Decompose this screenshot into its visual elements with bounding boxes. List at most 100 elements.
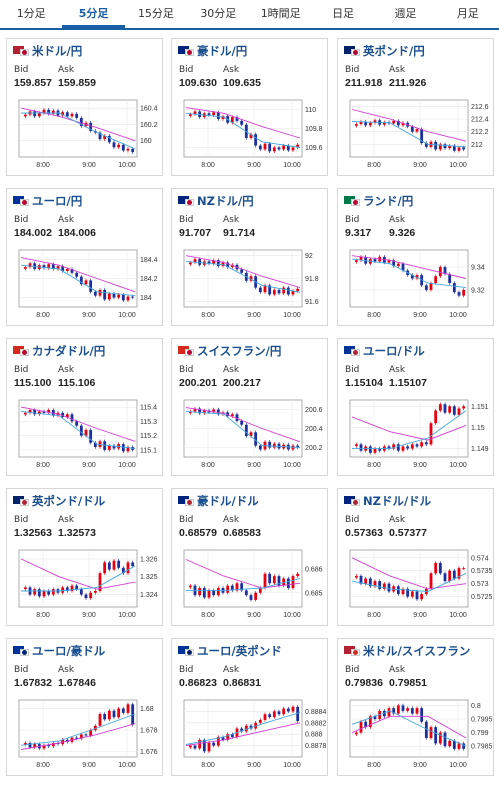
currency-pair-link[interactable]: ランド/円 <box>363 194 414 208</box>
y-tick-label: 0.686 <box>305 567 323 574</box>
rate-card[interactable]: NZドル/円 Bid Ask 91.707 91.714 92 91.8 91.6 8:00 9:… <box>171 188 328 326</box>
ask-value: 91.714 <box>223 227 256 239</box>
currency-pair-link[interactable]: ユーロ/豪ドル <box>32 644 106 658</box>
rate-card[interactable]: スイスフラン/円 Bid Ask 200.201 200.217 200.6 200.4 20… <box>171 338 328 476</box>
rate-card[interactable]: 豪ドル/円 Bid Ask 109.630 109.635 110 109.8 109.6 8:… <box>171 38 328 176</box>
candle-body <box>396 444 400 451</box>
ask-label: Ask <box>389 665 406 675</box>
candle-body <box>226 262 230 268</box>
rate-card[interactable]: 英ポンド/円 Bid Ask 211.918 211.926 212.6 212.4 212.… <box>337 38 494 176</box>
y-tick-label: 0.5725 <box>471 594 493 601</box>
y-tick-label: 184.2 <box>140 276 158 283</box>
candle-body <box>79 276 83 285</box>
candle-body <box>33 589 37 595</box>
currency-pair-link[interactable]: カナダドル/円 <box>32 344 106 358</box>
x-tick-label: 9:00 <box>247 312 261 319</box>
candle-body <box>226 412 230 417</box>
candlestick-chart: 1.151 1.15 1.149 8:00 9:00 10:00 <box>349 399 489 469</box>
tab-timeframe-1[interactable]: 5分足 <box>62 0 125 28</box>
rate-card[interactable]: ユーロ/英ポンド Bid Ask 0.86823 0.86831 0.8884 0.8882… <box>171 638 328 776</box>
currency-pair-link[interactable]: 英ポンド/ドル <box>32 494 106 508</box>
candle-body <box>452 145 456 151</box>
candle-body <box>70 269 74 273</box>
currency-pair-link[interactable]: 米ドル/円 <box>32 44 83 58</box>
candle-body <box>272 147 276 152</box>
candle-body <box>107 135 111 143</box>
rate-card[interactable]: 豪ドル/ドル Bid Ask 0.68579 0.68583 0.686 0.685 8:00… <box>171 488 328 626</box>
currency-flags-icon <box>344 496 360 506</box>
rate-card[interactable]: 米ドル/円 Bid Ask 159.857 159.859 160.4 160.2 160 8:… <box>6 38 163 176</box>
currency-pair-link[interactable]: 豪ドル/円 <box>197 44 248 58</box>
x-tick-label: 9:00 <box>413 462 427 469</box>
candle-body <box>410 126 414 132</box>
candle-body <box>249 595 253 600</box>
ask-label: Ask <box>223 515 240 525</box>
candle-body <box>438 144 442 150</box>
x-tick-label: 10:00 <box>449 312 467 319</box>
currency-pair-link[interactable]: スイスフラン/円 <box>197 344 282 358</box>
candle-body <box>126 562 130 574</box>
candle-body <box>452 283 456 293</box>
rate-card[interactable]: カナダドル/円 Bid Ask 115.100 115.106 115.4 115.3 115… <box>6 338 163 476</box>
currency-flags-icon <box>344 196 360 206</box>
x-tick-label: 10:00 <box>283 612 301 619</box>
candle-body <box>368 578 372 587</box>
rate-card[interactable]: 米ドル/スイスフラン Bid Ask 0.79836 0.79851 0.8 0.7995 0… <box>337 638 494 776</box>
bid-value: 109.630 <box>179 77 217 89</box>
candle-body <box>415 275 419 279</box>
ask-value: 211.926 <box>389 77 427 89</box>
tab-timeframe-3[interactable]: 30分足 <box>200 7 237 20</box>
currency-pair-link[interactable]: ユーロ/円 <box>32 194 83 208</box>
candle-body <box>373 259 377 262</box>
currency-pair-link[interactable]: NZドル/円 <box>197 194 254 208</box>
chart-plot-area <box>349 99 469 158</box>
currency-pair-link[interactable]: 英ポンド/円 <box>363 44 425 58</box>
candle-body <box>235 117 239 121</box>
candle-body <box>420 594 424 600</box>
candle-body <box>268 714 272 718</box>
y-tick-label: 184.4 <box>140 257 158 264</box>
tab-timeframe-7[interactable]: 月足 <box>456 7 479 20</box>
currency-pair-link[interactable]: 豪ドル/ドル <box>197 494 259 508</box>
bid-label: Bid <box>179 365 194 375</box>
candle-body <box>415 591 419 600</box>
rate-card[interactable]: ユーロ/円 Bid Ask 184.002 184.006 184.4 184.2 184 8:… <box>6 188 163 326</box>
candle-body <box>410 591 414 597</box>
tab-timeframe-2[interactable]: 15分足 <box>137 7 174 20</box>
currency-pair-link[interactable]: 米ドル/スイスフラン <box>363 644 471 658</box>
candle-body <box>406 446 410 449</box>
candle-body <box>37 589 41 597</box>
x-tick-label: 10:00 <box>118 162 136 169</box>
bid-label: Bid <box>345 665 360 675</box>
currency-pair-link[interactable]: ユーロ/ドル <box>363 344 425 358</box>
currency-flags-icon <box>13 496 29 506</box>
candle-body <box>396 263 400 266</box>
y-tick-label: 160.4 <box>140 106 158 113</box>
rate-card[interactable]: NZドル/ドル Bid Ask 0.57363 0.57377 0.574 0.5735 0.… <box>337 488 494 626</box>
candle-body <box>107 293 111 300</box>
currency-pair-link[interactable]: NZドル/ドル <box>363 494 432 508</box>
candle-body <box>84 280 88 285</box>
rate-card[interactable]: ユーロ/ドル Bid Ask 1.15104 1.15107 1.151 1.15 1.149… <box>337 338 494 476</box>
candle-body <box>75 585 79 590</box>
y-tick-label: 92 <box>305 253 313 260</box>
candle-body <box>434 276 438 284</box>
tab-timeframe-6[interactable]: 週足 <box>394 7 417 20</box>
rate-card[interactable]: ランド/円 Bid Ask 9.317 9.326 9.34 9.32 8:00 9:00 10:… <box>337 188 494 326</box>
candle-body <box>131 148 135 153</box>
rate-card[interactable]: 英ポンド/ドル Bid Ask 1.32563 1.32573 1.326 1.325 1.3… <box>6 488 163 626</box>
x-tick-label: 10:00 <box>118 762 136 769</box>
candle-body <box>28 263 32 268</box>
moving-average-short-line <box>351 258 467 289</box>
candle-body <box>401 588 405 595</box>
candle-body <box>47 745 51 747</box>
moving-average-long-line <box>20 406 136 442</box>
rate-card[interactable]: ユーロ/豪ドル Bid Ask 1.67832 1.67846 1.68 1.678 1.67… <box>6 638 163 776</box>
tab-timeframe-4[interactable]: 1時間足 <box>260 7 301 20</box>
candle-body <box>61 412 65 418</box>
tab-timeframe-5[interactable]: 日足 <box>332 7 355 20</box>
currency-pair-link[interactable]: ユーロ/英ポンド <box>197 644 282 658</box>
tab-timeframe-0[interactable]: 1分足 <box>16 7 46 20</box>
x-tick-label: 9:00 <box>247 162 261 169</box>
candle-body <box>420 442 424 447</box>
